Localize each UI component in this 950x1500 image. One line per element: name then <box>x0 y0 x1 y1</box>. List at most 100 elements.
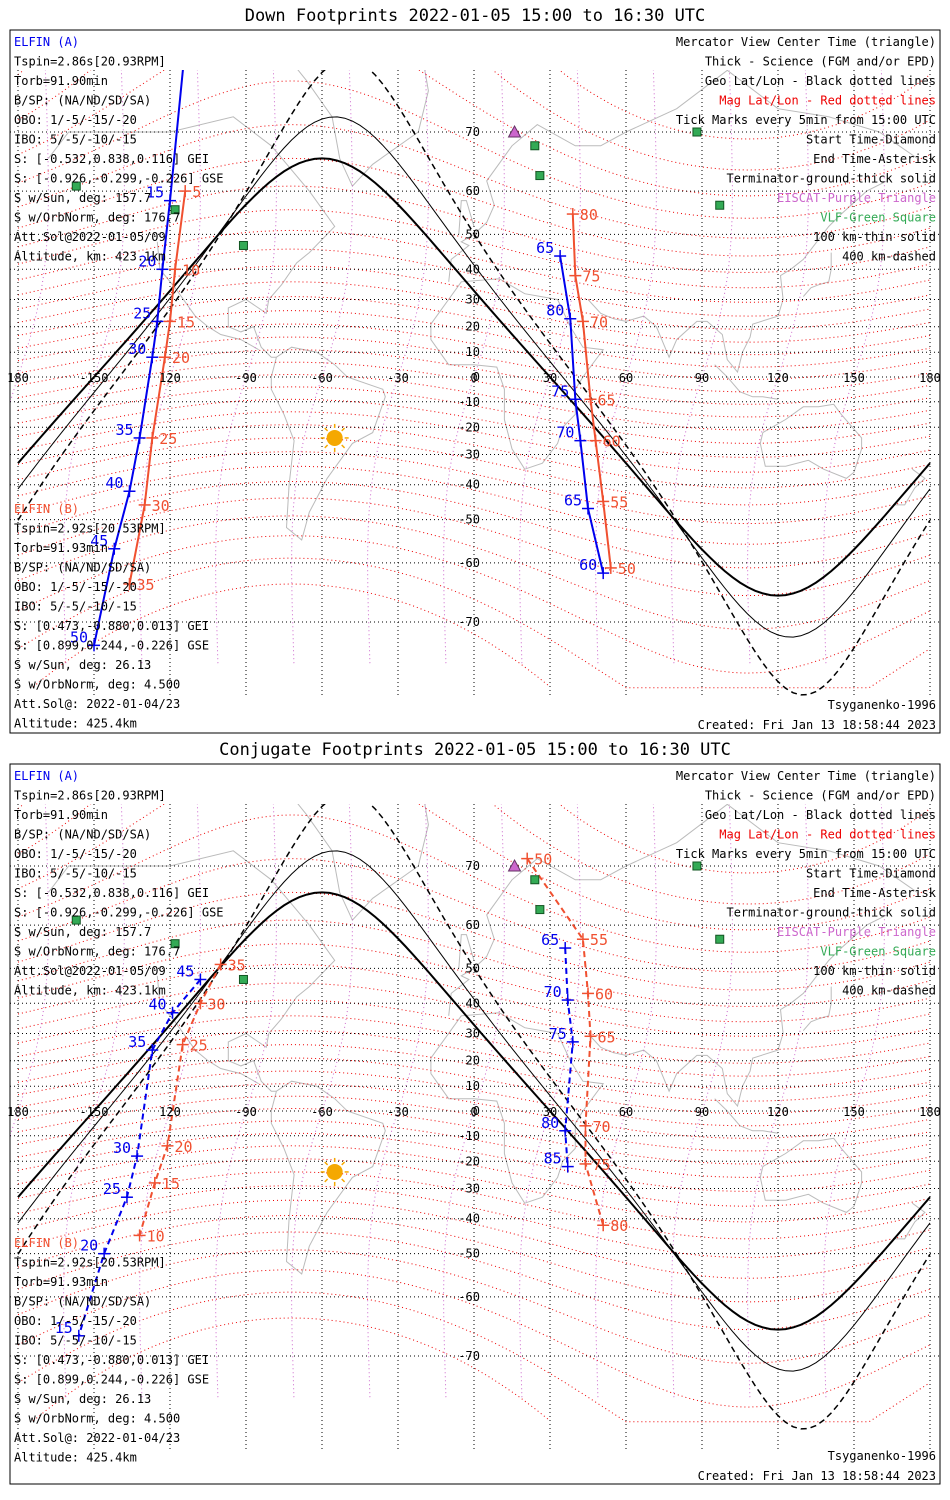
vlf-square <box>535 171 545 181</box>
info-a-line: IBO: 5/-5/-10/-15 <box>14 867 137 881</box>
coastline <box>759 1137 863 1213</box>
legend-line: EISCAT-Purple Triangle <box>777 925 936 939</box>
lat-label: 50 <box>466 961 480 975</box>
tick-label: 20 <box>174 1138 192 1156</box>
info-a-line: B/SP: (NA/ND/SD/SA) <box>14 94 151 108</box>
legend-line: End Time-Asterisk <box>813 152 937 166</box>
mag-lon-line <box>443 70 505 664</box>
tick-label: 50 <box>70 628 88 646</box>
sun-ray <box>341 1161 346 1166</box>
lon-label: -150 <box>80 371 109 385</box>
tick-label: 70 <box>556 424 574 442</box>
tick-label: 80 <box>541 1114 559 1132</box>
mag-lon-line <box>823 804 885 1398</box>
lon-label: 60 <box>619 1105 633 1119</box>
lat-label: -70 <box>458 615 480 629</box>
lon-label: -150 <box>80 1105 109 1119</box>
mag-lon-line <box>671 804 733 1398</box>
legend-line: 100 km-thin solid <box>813 964 936 978</box>
tick-label: 15 <box>146 184 164 202</box>
lon-label: 0 <box>470 371 477 385</box>
info-b-line: Altitude: 425.4km <box>14 717 137 731</box>
tick-label: 85 <box>544 1150 562 1168</box>
mag-lat-line <box>17 480 931 569</box>
mag-lat-line <box>17 963 931 1037</box>
tick-label: 75 <box>549 1025 567 1043</box>
lat-label: 40 <box>466 262 480 276</box>
mag-lat-line <box>17 1214 931 1303</box>
down-footprints-panel: 1015202530354045506580757065601855101520… <box>7 29 941 734</box>
tick-label: 65 <box>536 239 554 257</box>
lat-label: 60 <box>466 918 480 932</box>
mag-lon-line <box>595 804 657 1398</box>
mag-lon-line <box>63 804 125 1398</box>
mag-lon-line <box>747 70 809 664</box>
mag-lat-line <box>17 424 931 489</box>
info-b-line: Altitude: 425.4km <box>14 1451 137 1465</box>
coastline <box>802 252 832 297</box>
mag-lon-line <box>671 70 733 664</box>
lat-label: -40 <box>458 478 480 492</box>
mag-lon-line <box>519 70 581 664</box>
info-a-line: OBO: 1/-5/-15/-20 <box>14 113 137 127</box>
tick-label: 15 <box>162 1175 180 1193</box>
vlf-square <box>692 127 702 137</box>
sun-ray <box>324 444 329 449</box>
mag-lon-line <box>10 70 49 405</box>
coastline <box>714 1098 779 1134</box>
lon-label: 0 <box>470 1105 477 1119</box>
tick-label: 60 <box>595 985 613 1003</box>
tick-label: 50 <box>534 851 552 869</box>
tick-label: 80 <box>610 1217 628 1235</box>
tick-label: 50 <box>618 560 636 578</box>
sun-ray <box>341 427 346 432</box>
mag-lat-line <box>17 296 931 356</box>
info-b-line: S w/OrbNorm, deg: 4.500 <box>14 678 180 692</box>
elfin-a-track <box>559 255 605 574</box>
legend-line: EISCAT-Purple Triangle <box>777 191 936 205</box>
sun-icon <box>326 1163 343 1180</box>
legend-line: Start Time-Diamond <box>806 867 936 881</box>
mag-lat-line <box>17 1158 931 1223</box>
lon-label: 180 <box>7 1105 29 1119</box>
info-b-line: ELFIN (B) <box>14 502 79 516</box>
info-b-line: B/SP: (NA/ND/SD/SA) <box>14 1295 151 1309</box>
tick-label: 80 <box>580 206 598 224</box>
coastline <box>759 403 863 479</box>
panel-frame <box>9 763 941 1485</box>
mag-lon-line <box>291 804 353 1398</box>
terminator-ground <box>17 891 931 1331</box>
tick-label: 75 <box>582 268 600 286</box>
mag-lat-line <box>32 1317 551 1422</box>
lat-label: 20 <box>466 1054 480 1068</box>
info-a-line: S: [-0.532,0.838,0.116] GEI <box>14 886 209 900</box>
eiscat-triangle <box>503 787 515 798</box>
tick-label: 10 <box>182 261 200 279</box>
info-a-line: Altitude, km: 423.1km <box>14 250 166 264</box>
info-a-line: S w/OrbNorm, deg: 176.7 <box>14 945 180 959</box>
coastline <box>802 986 832 1031</box>
mag-lat-line <box>32 583 551 688</box>
info-b-line: Att.Sol@: 2022-01-04/23 <box>14 697 180 711</box>
legend-line: Mag Lat/Lon - Red dotted lines <box>719 828 936 842</box>
sun-ray <box>324 1178 329 1183</box>
lat-label: 10 <box>466 345 480 359</box>
info-b-line: Att.Sol@: 2022-01-04/23 <box>14 1431 180 1445</box>
eiscat-triangle <box>507 858 522 872</box>
coastline <box>48 850 386 1275</box>
vlf-square <box>170 939 180 949</box>
lat-label: -60 <box>458 556 480 570</box>
vlf-square <box>715 934 725 944</box>
tick-label: 65 <box>564 492 582 510</box>
lon-label: 90 <box>695 371 709 385</box>
tick-label: 75 <box>551 382 569 400</box>
tick-label: 20 <box>80 1237 98 1255</box>
legend-line: Tick Marks every 5min from 15:00 UTC <box>676 113 936 127</box>
lat-label: -50 <box>458 513 480 527</box>
mag-lat-line <box>17 804 931 874</box>
model-label: Tsyganenko-1996 <box>828 1449 936 1463</box>
vlf-square <box>238 240 248 250</box>
info-a-line: Tspin=2.86s[20.93RPM] <box>14 789 166 803</box>
lat-label: -20 <box>458 420 480 434</box>
mag-lat-line <box>17 1120 931 1178</box>
